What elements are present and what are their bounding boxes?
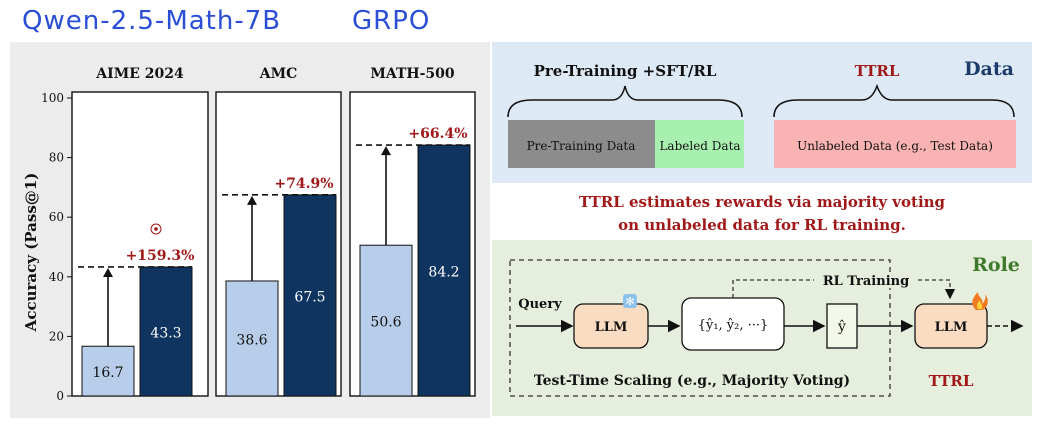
y-tick-label: 80: [49, 151, 64, 165]
panel-title: MATH-500: [370, 66, 455, 82]
bar-after-label: 84.2: [428, 265, 459, 281]
y-tick-label: 0: [56, 389, 64, 403]
chart-panels: AIME 2024 16.7 43.3 +159.3% AMC 38.6 67.5 +74.9…: [71, 66, 476, 397]
gain-arrowhead: [103, 267, 113, 277]
bar-before: [81, 345, 135, 397]
samples-text: {ŷ₁, ŷ₂, ···}: [698, 318, 769, 333]
ttrl-data-label: TTRL: [855, 62, 900, 80]
annotation-method: GRPO: [352, 6, 431, 36]
snowflake-icon: ✻: [623, 294, 637, 308]
ttrl-brace: [773, 83, 1015, 118]
panel-title: AMC: [259, 66, 298, 82]
y-tick-label: 100: [41, 91, 64, 105]
annotation-model: Qwen-2.5-Math-7B: [22, 6, 282, 36]
y-axis-label: Accuracy (Pass@1): [22, 173, 40, 333]
pretraining-data-box: [508, 120, 655, 168]
panel-title: AIME 2024: [95, 66, 184, 82]
rl-training-label: RL Training: [823, 274, 909, 289]
query-label: Query: [518, 297, 562, 312]
bar-before: [359, 244, 413, 397]
chart-panel-1: AIME 2024 16.7 43.3 +159.3%: [71, 66, 209, 397]
pretraining-brace: [507, 85, 743, 118]
tts-label: Test-Time Scaling (e.g., Majority Voting…: [534, 373, 850, 389]
gain-label: +159.3%: [126, 248, 195, 264]
unlabeled-data-text: Unlabeled Data (e.g., Test Data): [797, 139, 993, 153]
ttrl-role-label: TTRL: [929, 372, 974, 390]
target-icon: [150, 223, 162, 235]
accuracy-chart: Accuracy (Pass@1) 0 20 40 60 80 100 AIME 2024…: [22, 66, 476, 403]
llm2-text: LLM: [935, 320, 968, 335]
caption-line-1: TTRL estimates rewards via majority voti…: [579, 193, 946, 211]
gain-label: +66.4%: [408, 126, 467, 142]
svg-text:✻: ✻: [625, 295, 634, 308]
bar-before-label: 50.6: [370, 315, 401, 331]
y-tick-label: 20: [49, 329, 64, 343]
bar-after: [139, 266, 193, 397]
bar-after-label: 67.5: [294, 289, 325, 305]
data-title: Data: [964, 58, 1014, 80]
yhat-text: ŷ: [837, 318, 846, 335]
y-tick-label: 40: [49, 270, 64, 284]
gain-arrowhead: [381, 146, 391, 156]
bar-after-label: 43.3: [150, 325, 181, 341]
ttrl-diagram: Data Pre-Training +SFT/RL TTRL Pre-Train…: [507, 58, 1024, 397]
bar-before: [225, 280, 279, 397]
labeled-data-box: [655, 120, 744, 168]
gain-arrowhead: [247, 195, 257, 205]
caption-line-2: on unlabeled data for RL training.: [618, 216, 906, 234]
y-tick-label: 60: [49, 210, 64, 224]
pretraining-label: Pre-Training +SFT/RL: [534, 62, 717, 80]
llm-text: LLM: [595, 320, 628, 335]
gain-label: +74.9%: [274, 176, 333, 192]
bar-after: [417, 144, 471, 397]
rl-training-bg: [814, 272, 918, 288]
chart-panel-2: AMC 38.6 67.5 +74.9%: [215, 66, 342, 397]
labeled-data-text: Labeled Data: [659, 139, 740, 153]
bar-after: [283, 194, 337, 397]
fire-icon: [972, 292, 988, 310]
unlabeled-data-box: [774, 120, 1016, 168]
chart-panel-3: MATH-500 50.6 84.2 +66.4%: [349, 66, 476, 397]
bar-before-label: 38.6: [236, 332, 267, 348]
bar-before-label: 16.7: [92, 365, 123, 381]
y-axis-ticks: 0 20 40 60 80 100: [41, 91, 72, 403]
tts-frame: [509, 259, 891, 397]
pretraining-data-text: Pre-Training Data: [527, 139, 636, 153]
role-title: Role: [972, 254, 1020, 276]
